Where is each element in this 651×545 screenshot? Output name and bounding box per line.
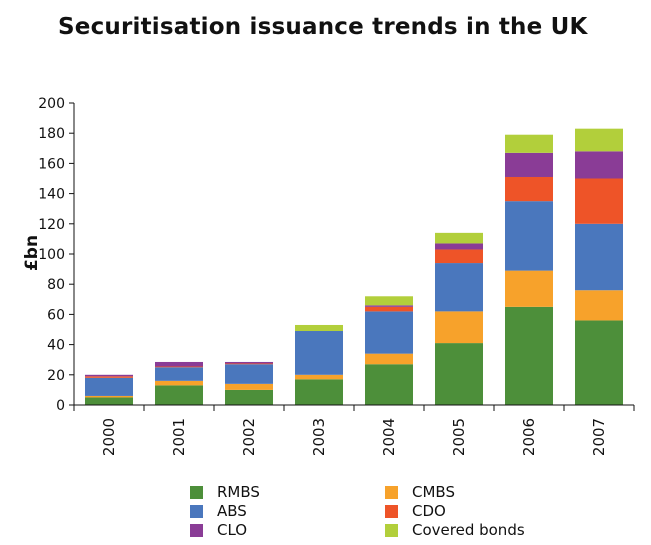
legend-item-covered-bonds: Covered bonds	[385, 522, 525, 539]
x-tick-label: 2001	[170, 418, 188, 456]
bar-segment-cmbs	[155, 380, 203, 386]
bar-segment-abs	[365, 311, 413, 354]
y-axis-label: £bn	[22, 235, 42, 271]
bar-segment-rmbs	[225, 389, 273, 405]
x-tick-label: 2005	[450, 418, 468, 456]
bar-segment-cmbs	[435, 311, 483, 344]
bar-segment-rmbs	[85, 397, 133, 405]
y-tick-label: 20	[47, 368, 65, 384]
bar-segment-abs	[505, 201, 553, 271]
bar-segment-clo	[505, 152, 553, 177]
legend-label: CDO	[412, 502, 446, 520]
legend: RMBS CMBS ABS CDO CLO Covered bonds	[190, 484, 550, 544]
y-tick-label: 200	[38, 96, 65, 112]
legend-label: CMBS	[412, 483, 455, 501]
legend-item-rmbs: RMBS	[190, 484, 260, 501]
y-tick-label: 40	[47, 338, 65, 354]
bar-segment-abs	[155, 367, 203, 381]
bar-segment-clo	[435, 243, 483, 250]
legend-label: Covered bonds	[412, 521, 525, 539]
chart-title: Securitisation issuance trends in the UK	[58, 14, 588, 40]
y-tick-label: 180	[38, 126, 65, 142]
bar-segment-covered-bonds	[435, 232, 483, 244]
bar-segment-cmbs	[85, 395, 133, 398]
bar-segment-cmbs	[365, 353, 413, 365]
bar-segment-clo	[155, 361, 203, 367]
x-tick-label: 2003	[310, 418, 328, 456]
y-tick-label: 60	[47, 307, 65, 323]
bar-segment-rmbs	[365, 364, 413, 405]
bar-segment-clo	[85, 374, 133, 377]
bar-segment-covered-bonds	[295, 324, 343, 332]
bar-segment-covered-bonds	[365, 296, 413, 306]
x-tick-label: 2006	[520, 418, 538, 456]
bar-segment-cmbs	[225, 383, 273, 390]
legend-swatch	[190, 505, 203, 518]
legend-swatch	[385, 486, 398, 499]
legend-item-clo: CLO	[190, 522, 247, 539]
legend-swatch	[190, 486, 203, 499]
bar-segment-cdo	[435, 249, 483, 264]
legend-label: RMBS	[217, 483, 260, 501]
stacked-bar-chart: 0 20 40 60 80 100 120 140 160 180 200 2000 2001 2002…	[22, 96, 635, 456]
x-axis: 2000 2001 2002 2003 2004 2005 2006 2007	[73, 404, 635, 456]
bar-segment-cdo	[85, 376, 133, 378]
legend-swatch	[190, 524, 203, 537]
y-tick-label: 120	[38, 217, 65, 233]
bar-stacks	[85, 128, 623, 405]
legend-item-cmbs: CMBS	[385, 484, 455, 501]
bar-segment-cmbs	[575, 290, 623, 321]
bar-segment-cdo	[225, 363, 273, 365]
y-tick-label: 160	[38, 156, 65, 172]
y-tick-label: 80	[47, 277, 65, 293]
legend-label: CLO	[217, 521, 248, 539]
y-tick-label: 100	[38, 247, 65, 263]
y-tick-label: 0	[56, 398, 65, 414]
legend-swatch	[385, 524, 398, 537]
bar-segment-clo	[365, 305, 413, 307]
bar-segment-rmbs	[435, 343, 483, 405]
x-tick-label: 2000	[100, 418, 118, 456]
x-tick-label: 2007	[590, 418, 608, 456]
bar-segment-covered-bonds	[505, 134, 553, 153]
bar-segment-cmbs	[505, 270, 553, 307]
bar-segment-rmbs	[295, 379, 343, 405]
legend-item-abs: ABS	[190, 503, 247, 520]
bar-segment-rmbs	[155, 385, 203, 405]
bar-segment-abs	[575, 223, 623, 291]
y-axis: 0 20 40 60 80 100 120 140 160 180 200	[38, 96, 75, 414]
y-tick-label: 140	[38, 187, 65, 203]
bar-segment-cmbs	[295, 374, 343, 380]
bar-segment-cdo	[365, 306, 413, 312]
bar-segment-rmbs	[505, 306, 553, 405]
bar-segment-abs	[85, 377, 133, 396]
bar-segment-abs	[435, 263, 483, 312]
bar-segment-clo	[225, 361, 273, 364]
legend-swatch	[385, 505, 398, 518]
legend-item-cdo: CDO	[385, 503, 446, 520]
bar-segment-rmbs	[575, 320, 623, 405]
bar-segment-covered-bonds	[575, 128, 623, 152]
x-tick-label: 2004	[380, 418, 398, 456]
bar-segment-abs	[225, 364, 273, 384]
bar-segment-cdo	[505, 176, 553, 202]
bar-segment-cdo	[575, 178, 623, 224]
bar-segment-abs	[295, 331, 343, 375]
legend-label: ABS	[217, 502, 247, 520]
bar-segment-clo	[575, 151, 623, 179]
bar-segment-cdo	[155, 366, 203, 368]
x-tick-label: 2002	[240, 418, 258, 456]
